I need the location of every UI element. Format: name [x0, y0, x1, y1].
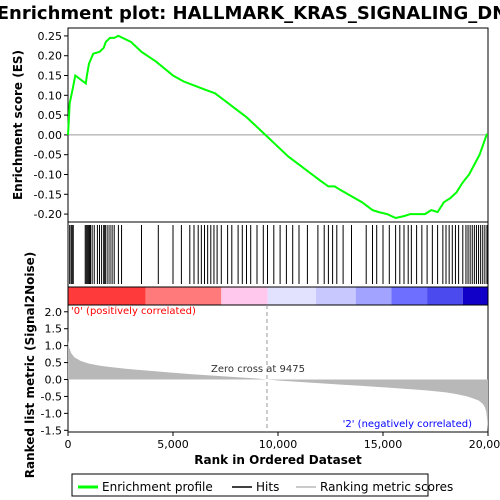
- es-tick-label: 0.20: [38, 50, 63, 63]
- gradient-segment: [315, 287, 356, 305]
- metric-tick-label: 1.5: [45, 323, 63, 336]
- x-tick-label: 15,000: [364, 438, 403, 451]
- chart-title: Enrichment plot: HALLMARK_KRAS_SIGNALING…: [0, 3, 500, 24]
- es-tick-label: -0.15: [34, 188, 62, 201]
- hits-panel: [67, 221, 489, 288]
- metric-plot-frame: [67, 304, 489, 433]
- es-y-axis-label: Enrichment score (ES): [11, 50, 25, 200]
- x-tick-label: 20,000: [469, 438, 500, 451]
- es-tick-label: -0.05: [34, 149, 62, 162]
- x-tick-label: 10,000: [259, 438, 298, 451]
- metric-tick-label: 2.0: [45, 306, 63, 319]
- gradient-segment: [355, 287, 392, 305]
- negative-correlation-label: '2' (negatively correlated): [343, 419, 472, 430]
- rank-gradient-bar: [67, 286, 489, 306]
- es-tick-label: 0.10: [38, 89, 63, 102]
- gradient-segment: [427, 287, 463, 305]
- legend-label-metric: Ranking metric scores: [320, 480, 453, 494]
- legend-frame: [71, 473, 429, 497]
- metric-tick-label: 0.0: [45, 374, 63, 387]
- metric-tick-label: -0.5: [41, 390, 62, 403]
- es-tick-label: 0.00: [38, 129, 63, 142]
- legend-label-enrichment: Enrichment profile: [102, 480, 213, 494]
- metric-tick-label: -1.5: [41, 424, 62, 437]
- metric-tick-label: 0.5: [45, 357, 63, 370]
- metric-tick-label: 1.0: [45, 340, 63, 353]
- x-tick-label: 0: [65, 438, 72, 451]
- metric-y-axis-ticks: 2.0 1.5 1.0 0.5 0.0 -0.5 -1.0 -1.5: [41, 306, 68, 437]
- metric-panel: 2.0 1.5 1.0 0.5 0.0 -0.5 -1.0 -1.5 '0' (positiv…: [23, 252, 489, 479]
- hits-plot-frame: [67, 221, 489, 288]
- es-y-axis-ticks: 0.25 0.20 0.15 0.10 0.05 0.00 -0.05 -0.10 -0.15 -…: [34, 30, 68, 221]
- x-tick-label: 5,000: [157, 438, 189, 451]
- gradient-segment: [68, 287, 146, 305]
- metric-tick-label: -1.0: [41, 407, 62, 420]
- zero-cross-label: Zero cross at 9475: [211, 364, 305, 375]
- legend-label-hits: Hits: [256, 480, 279, 494]
- es-tick-label: -0.10: [34, 168, 62, 181]
- es-tick-label: 0.15: [38, 70, 63, 83]
- es-tick-label: 0.25: [38, 30, 63, 43]
- gradient-segment: [145, 287, 222, 305]
- x-axis-ticks: 0 5,000 10,000 15,000 20,000: [65, 432, 500, 451]
- enrichment-profile-line: [67, 34, 488, 220]
- ranking-metric-area: [68, 340, 488, 431]
- es-tick-label: -0.20: [34, 208, 62, 221]
- x-axis-label: Rank in Ordered Dataset: [194, 453, 362, 467]
- es-panel: 0.25 0.20 0.15 0.10 0.05 0.00 -0.05 -0.10 -0.15 -…: [11, 27, 489, 223]
- gradient-segment: [221, 287, 268, 305]
- es-plot-frame: [67, 27, 489, 223]
- gradient-segment: [267, 287, 316, 305]
- positive-correlation-label: '0' (positively correlated): [71, 306, 196, 317]
- es-tick-label: 0.05: [38, 109, 63, 122]
- legend: Enrichment profile Hits Ranking metric s…: [71, 473, 453, 497]
- hit-markers: [69, 225, 488, 284]
- gradient-segment: [391, 287, 428, 305]
- metric-y-axis-label: Ranked list metric (Signal2Noise): [23, 252, 37, 479]
- gradient-segment: [462, 287, 488, 305]
